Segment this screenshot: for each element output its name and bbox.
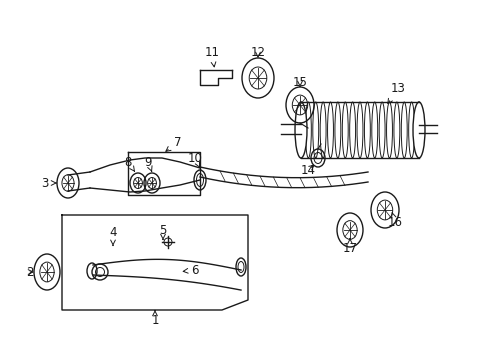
Text: 15: 15 (292, 76, 307, 89)
Text: 10: 10 (187, 152, 202, 167)
Text: 5: 5 (159, 224, 166, 239)
Text: 14: 14 (300, 163, 315, 176)
Text: 8: 8 (124, 156, 134, 171)
Text: 4: 4 (109, 225, 117, 246)
Text: 7: 7 (165, 135, 182, 151)
Text: 6: 6 (183, 264, 198, 276)
Text: 3: 3 (41, 176, 56, 189)
Text: 12: 12 (250, 45, 265, 59)
Text: 16: 16 (386, 213, 402, 229)
Text: 1: 1 (151, 311, 159, 327)
Text: 13: 13 (387, 81, 405, 104)
Ellipse shape (412, 102, 424, 158)
Text: 11: 11 (204, 45, 219, 67)
Text: 17: 17 (342, 239, 357, 255)
Text: 9: 9 (144, 156, 152, 171)
Text: 2: 2 (26, 266, 34, 279)
Ellipse shape (294, 102, 306, 158)
